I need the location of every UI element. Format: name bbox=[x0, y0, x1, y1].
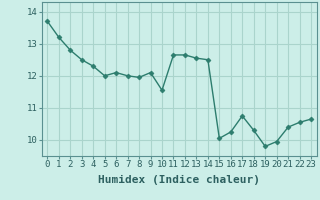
X-axis label: Humidex (Indice chaleur): Humidex (Indice chaleur) bbox=[98, 175, 260, 185]
